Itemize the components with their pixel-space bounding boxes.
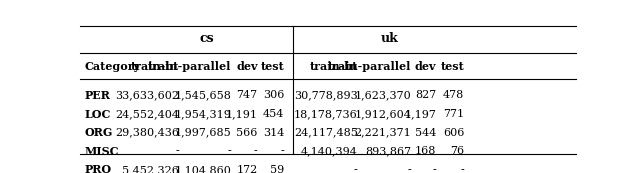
Text: PRO: PRO [85,165,112,173]
Text: test: test [260,61,284,72]
Text: 544: 544 [415,128,436,138]
Text: cs: cs [199,32,214,45]
Text: Category: Category [85,61,141,72]
Text: -: - [461,165,465,173]
Text: 771: 771 [444,109,465,119]
Text: 168: 168 [415,146,436,156]
Text: 1,912,604: 1,912,604 [355,109,412,119]
Text: LOC: LOC [85,108,111,120]
Text: 30,778,893: 30,778,893 [294,90,358,100]
Text: 566: 566 [236,128,257,138]
Text: 827: 827 [415,90,436,100]
Text: 24,117,485: 24,117,485 [294,128,358,138]
Text: 5,452,326: 5,452,326 [122,165,179,173]
Text: 1,997,685: 1,997,685 [175,128,231,138]
Text: 29,380,436: 29,380,436 [115,128,179,138]
Text: MISC: MISC [85,146,120,157]
Text: -: - [408,165,412,173]
Text: 2,221,371: 2,221,371 [355,128,412,138]
Text: -: - [433,165,436,173]
Text: 1,191: 1,191 [225,109,257,119]
Text: 1,623,370: 1,623,370 [355,90,412,100]
Text: 747: 747 [236,90,257,100]
Text: 478: 478 [443,90,465,100]
Text: 24,552,404: 24,552,404 [115,109,179,119]
Text: 893,867: 893,867 [365,146,412,156]
Text: -: - [254,146,257,156]
Text: 172: 172 [236,165,257,173]
Text: 76: 76 [451,146,465,156]
Text: 33,633,602: 33,633,602 [115,90,179,100]
Text: 1,104,860: 1,104,860 [175,165,231,173]
Text: 18,178,736: 18,178,736 [294,109,358,119]
Text: 4,140,394: 4,140,394 [301,146,358,156]
Text: dev: dev [415,61,436,72]
Text: ORG: ORG [85,127,113,138]
Text: 306: 306 [263,90,284,100]
Text: -: - [228,146,231,156]
Text: train-parallel: train-parallel [328,61,412,72]
Text: train-parallel: train-parallel [148,61,231,72]
Text: -: - [175,146,179,156]
Text: 1,545,658: 1,545,658 [175,90,231,100]
Text: 1,197: 1,197 [404,109,436,119]
Text: 314: 314 [263,128,284,138]
Text: 59: 59 [270,165,284,173]
Text: 454: 454 [263,109,284,119]
Text: uk: uk [381,32,399,45]
Text: -: - [354,165,358,173]
Text: train-bt: train-bt [310,61,358,72]
Text: 606: 606 [443,128,465,138]
Text: PER: PER [85,90,111,101]
Text: dev: dev [236,61,257,72]
Text: -: - [280,146,284,156]
Text: 1,954,319: 1,954,319 [175,109,231,119]
Text: test: test [441,61,465,72]
Text: train-bt: train-bt [131,61,179,72]
